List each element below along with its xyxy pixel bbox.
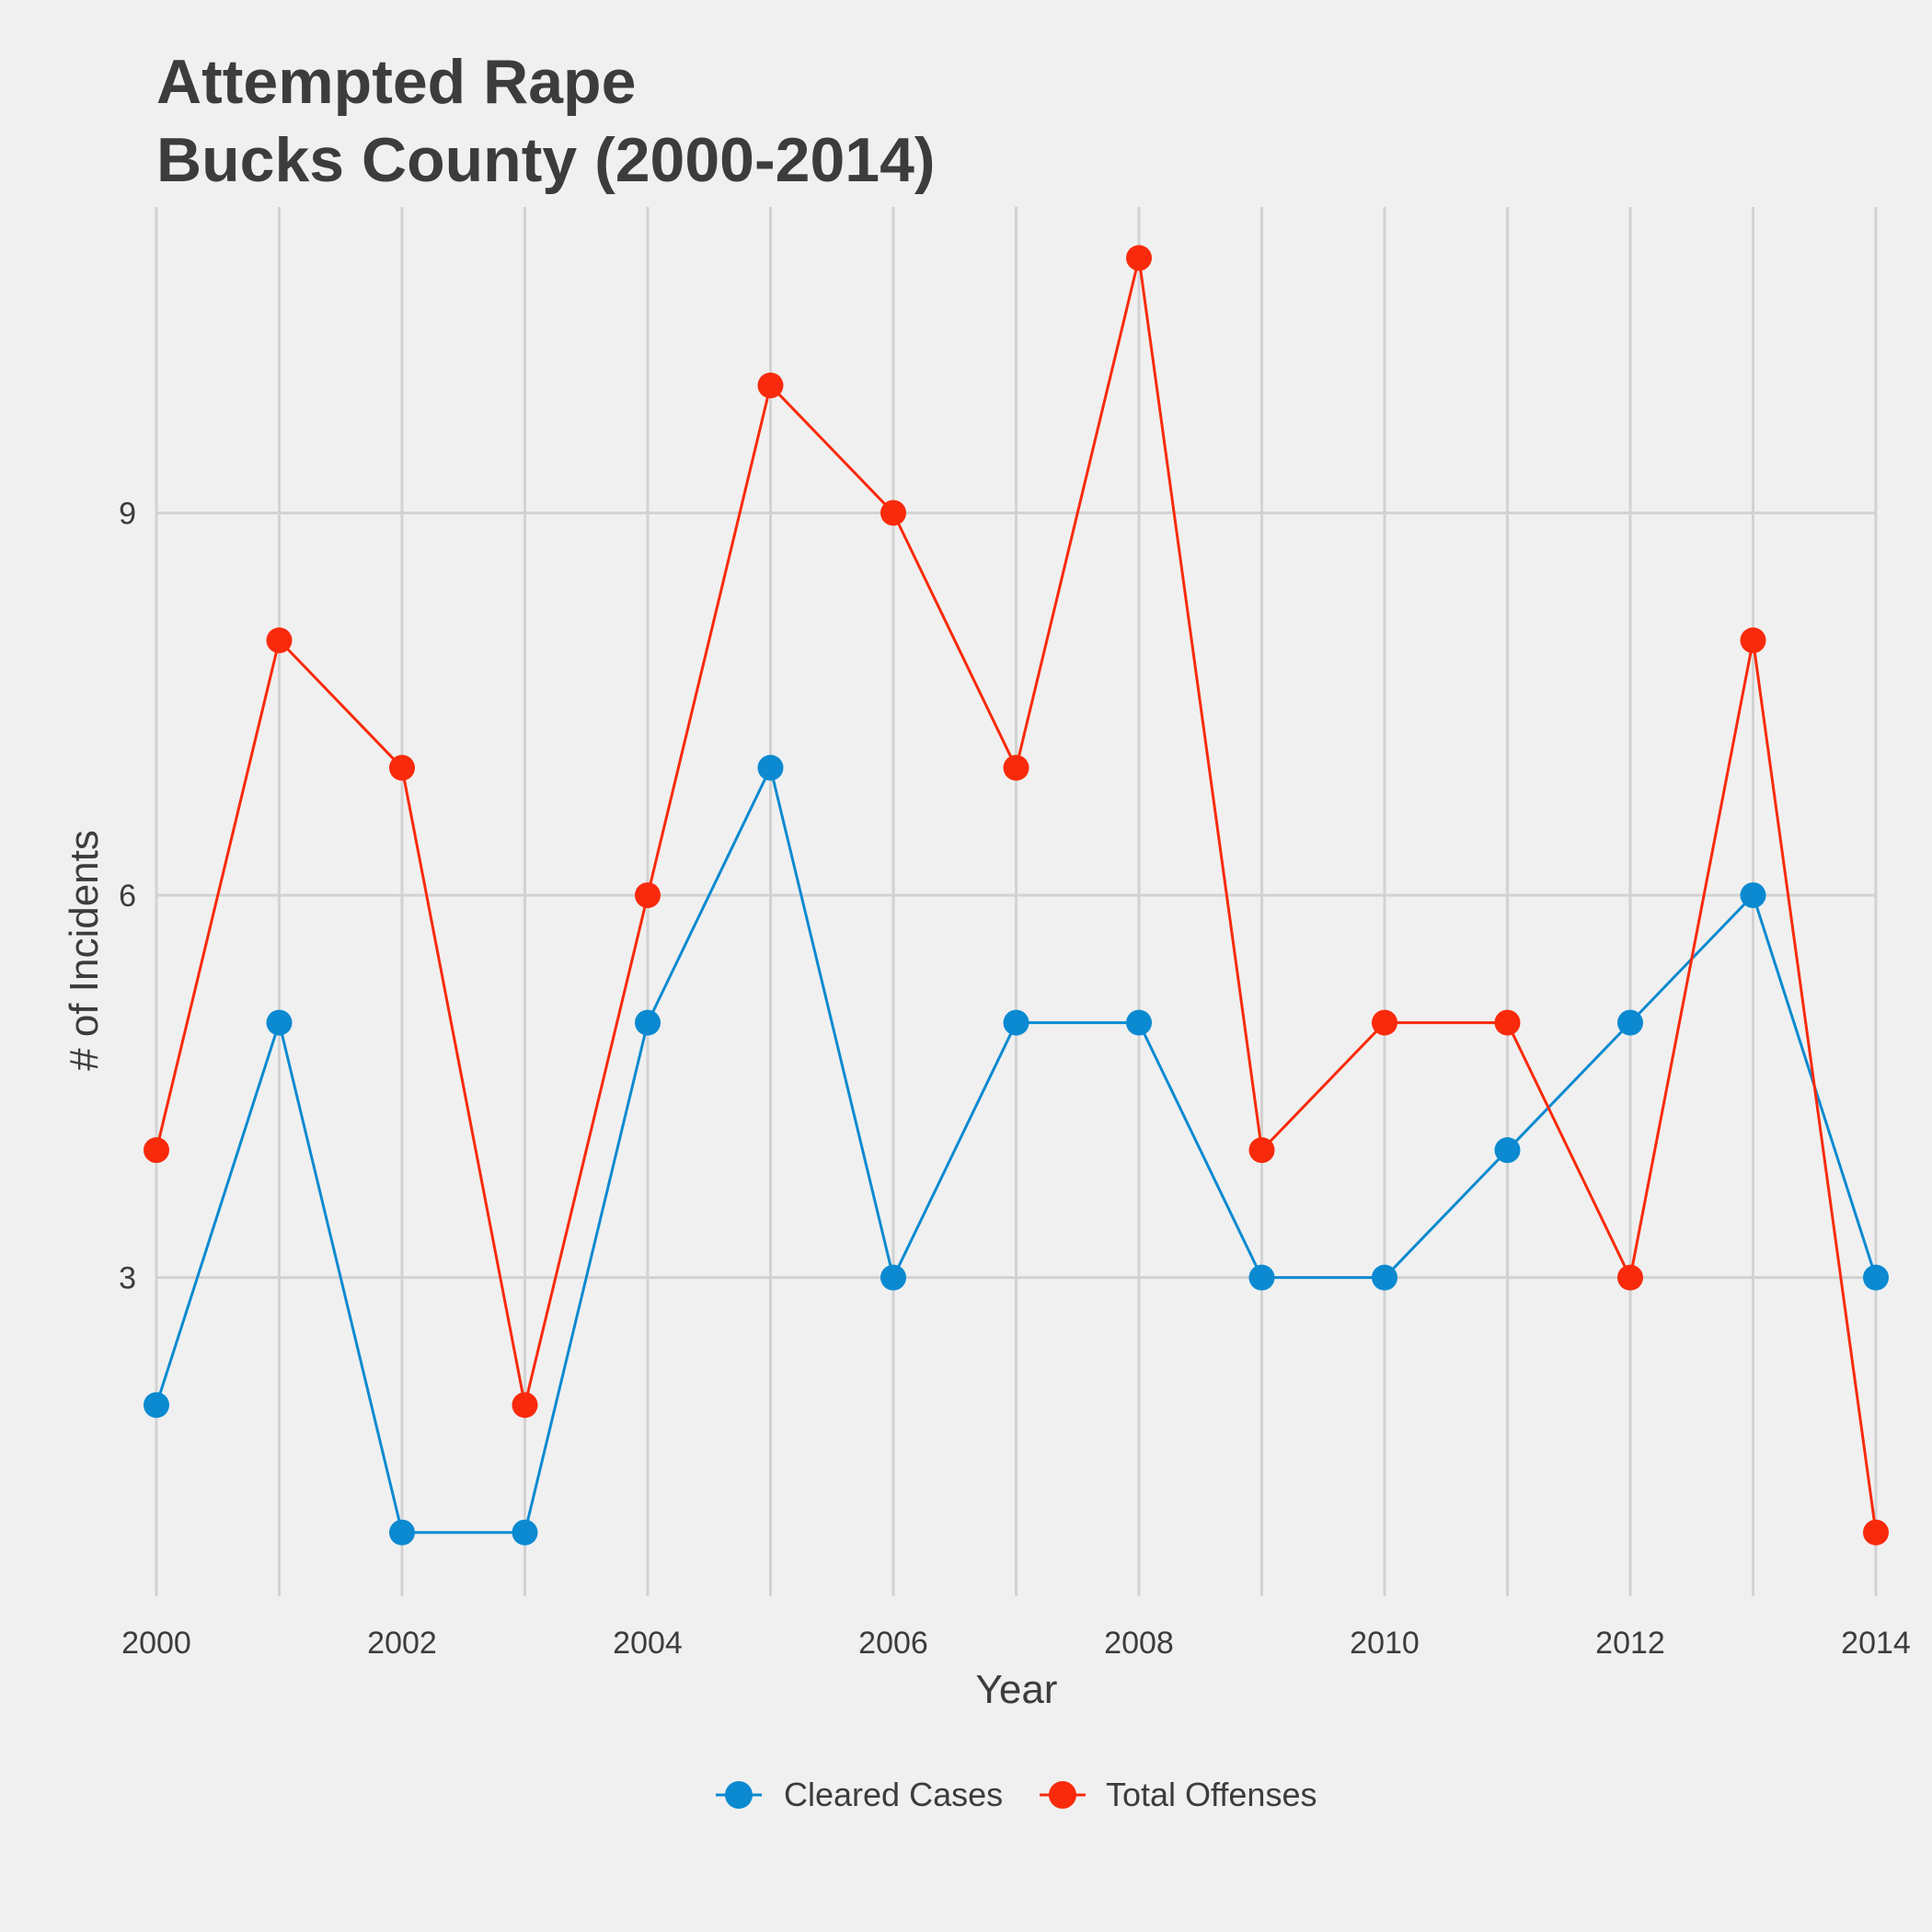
data-point-cleared-cases [266,1009,293,1036]
data-point-total-offenses [880,500,906,526]
data-point-cleared-cases [1372,1264,1397,1291]
x-tick-label: 2000 [121,1626,191,1661]
data-point-total-offenses [1863,1519,1889,1546]
axis-ticks: 2000 2002 2004 2006 2008 2010 2012 2014 3 6 9 [119,496,1911,1661]
data-point-total-offenses [389,754,415,781]
x-tick-label: 2008 [1104,1626,1174,1661]
data-point-cleared-cases [512,1519,538,1546]
data-point-cleared-cases [389,1519,415,1546]
legend-label-total-offenses: Total Offenses [1106,1776,1317,1813]
chart-title-line-2: Bucks County (2000-2014) [156,125,936,195]
data-point-total-offenses [1617,1264,1643,1291]
x-tick-label: 2014 [1841,1626,1911,1661]
y-axis-title: # of Incidents [62,830,107,1071]
data-point-cleared-cases [757,754,784,781]
data-point-total-offenses [1494,1009,1521,1036]
data-point-total-offenses [1740,627,1766,654]
legend-item-cleared-cases[interactable]: Cleared Cases [716,1776,1003,1813]
data-point-cleared-cases [144,1392,169,1419]
chart-title-line-1: Attempted Rape [156,47,636,117]
legend-marker-total-offenses [1049,1781,1076,1809]
data-point-total-offenses [757,372,784,398]
data-point-cleared-cases [1248,1264,1275,1291]
data-point-total-offenses [266,627,293,654]
data-point-total-offenses [144,1137,169,1164]
x-axis-title: Year [976,1667,1058,1712]
data-point-cleared-cases [1494,1137,1521,1164]
legend-label-cleared-cases: Cleared Cases [784,1776,1003,1813]
data-point-cleared-cases [1003,1009,1029,1036]
data-point-cleared-cases [635,1009,661,1036]
data-point-total-offenses [1372,1009,1397,1036]
data-point-total-offenses [1003,754,1029,781]
y-tick-label: 9 [119,496,136,531]
y-tick-label: 3 [119,1261,136,1296]
data-point-total-offenses [1248,1137,1275,1164]
data-series [144,245,1889,1546]
legend-marker-cleared-cases [725,1781,753,1809]
legend-item-total-offenses[interactable]: Total Offenses [1040,1776,1317,1813]
x-tick-label: 2010 [1350,1626,1420,1661]
x-tick-label: 2012 [1595,1626,1665,1661]
data-point-total-offenses [1126,245,1152,271]
legend: Cleared Cases Total Offenses [716,1776,1317,1813]
data-point-cleared-cases [1126,1009,1152,1036]
data-point-total-offenses [512,1392,538,1419]
x-tick-label: 2002 [367,1626,437,1661]
data-point-total-offenses [635,882,661,909]
data-point-cleared-cases [1740,882,1766,909]
data-point-cleared-cases [1863,1264,1889,1291]
y-tick-label: 6 [119,879,136,914]
x-tick-label: 2006 [858,1626,928,1661]
data-point-cleared-cases [1617,1009,1643,1036]
x-tick-label: 2004 [613,1626,683,1661]
data-point-cleared-cases [880,1264,906,1291]
